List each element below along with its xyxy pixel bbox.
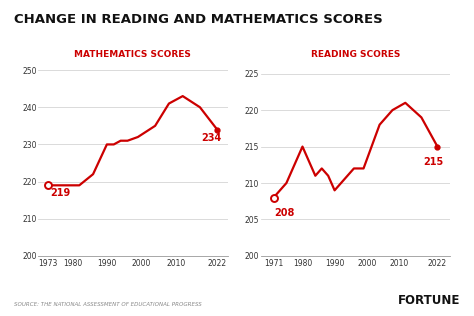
Text: 208: 208 (274, 208, 295, 218)
Text: 215: 215 (423, 157, 443, 167)
Text: MATHEMATICS SCORES: MATHEMATICS SCORES (74, 50, 191, 59)
Text: CHANGE IN READING AND MATHEMATICS SCORES: CHANGE IN READING AND MATHEMATICS SCORES (14, 13, 383, 26)
Text: 219: 219 (50, 188, 70, 198)
Text: 234: 234 (201, 133, 222, 143)
Text: READING SCORES: READING SCORES (311, 50, 400, 59)
Text: FORTUNE: FORTUNE (397, 294, 460, 307)
Text: SOURCE: THE NATIONAL ASSESSMENT OF EDUCATIONAL PROGRESS: SOURCE: THE NATIONAL ASSESSMENT OF EDUCA… (14, 301, 202, 307)
